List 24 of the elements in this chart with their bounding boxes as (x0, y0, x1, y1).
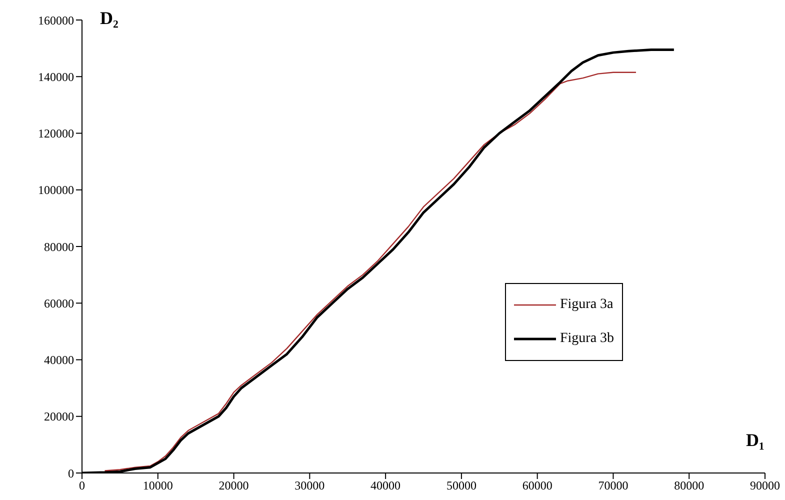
x-tick-label: 60000 (522, 478, 552, 493)
x-tick-label: 70000 (598, 478, 628, 493)
x-tick-label: 50000 (446, 478, 476, 493)
line-series (104, 72, 637, 472)
legend-label: Figura 3b (560, 331, 614, 347)
y-tick-label: 60000 (44, 296, 74, 310)
y-tick-label: 80000 (44, 240, 74, 254)
y-tick-label: 160000 (38, 13, 74, 28)
x-tick-label: 10000 (142, 478, 173, 493)
x-axis-title: D₁ (746, 430, 764, 451)
x-tick-label: 20000 (218, 478, 249, 493)
y-tick-label: 140000 (38, 70, 74, 84)
y-tick-label: 100000 (38, 183, 74, 198)
y-tick-label: 0 (68, 466, 74, 480)
x-tick-label: 0 (79, 478, 85, 493)
y-axis-title: D₂ (100, 8, 118, 29)
x-tick-label: 30000 (294, 478, 325, 493)
y-tick-label: 120000 (38, 126, 74, 141)
legend-label: Figura 3a (560, 297, 614, 313)
y-tick-label: 20000 (44, 410, 74, 424)
x-tick-label: 90000 (750, 478, 780, 493)
x-tick-label: 40000 (370, 478, 401, 493)
x-tick-label: 80000 (674, 478, 704, 493)
y-tick-label: 40000 (44, 353, 74, 368)
